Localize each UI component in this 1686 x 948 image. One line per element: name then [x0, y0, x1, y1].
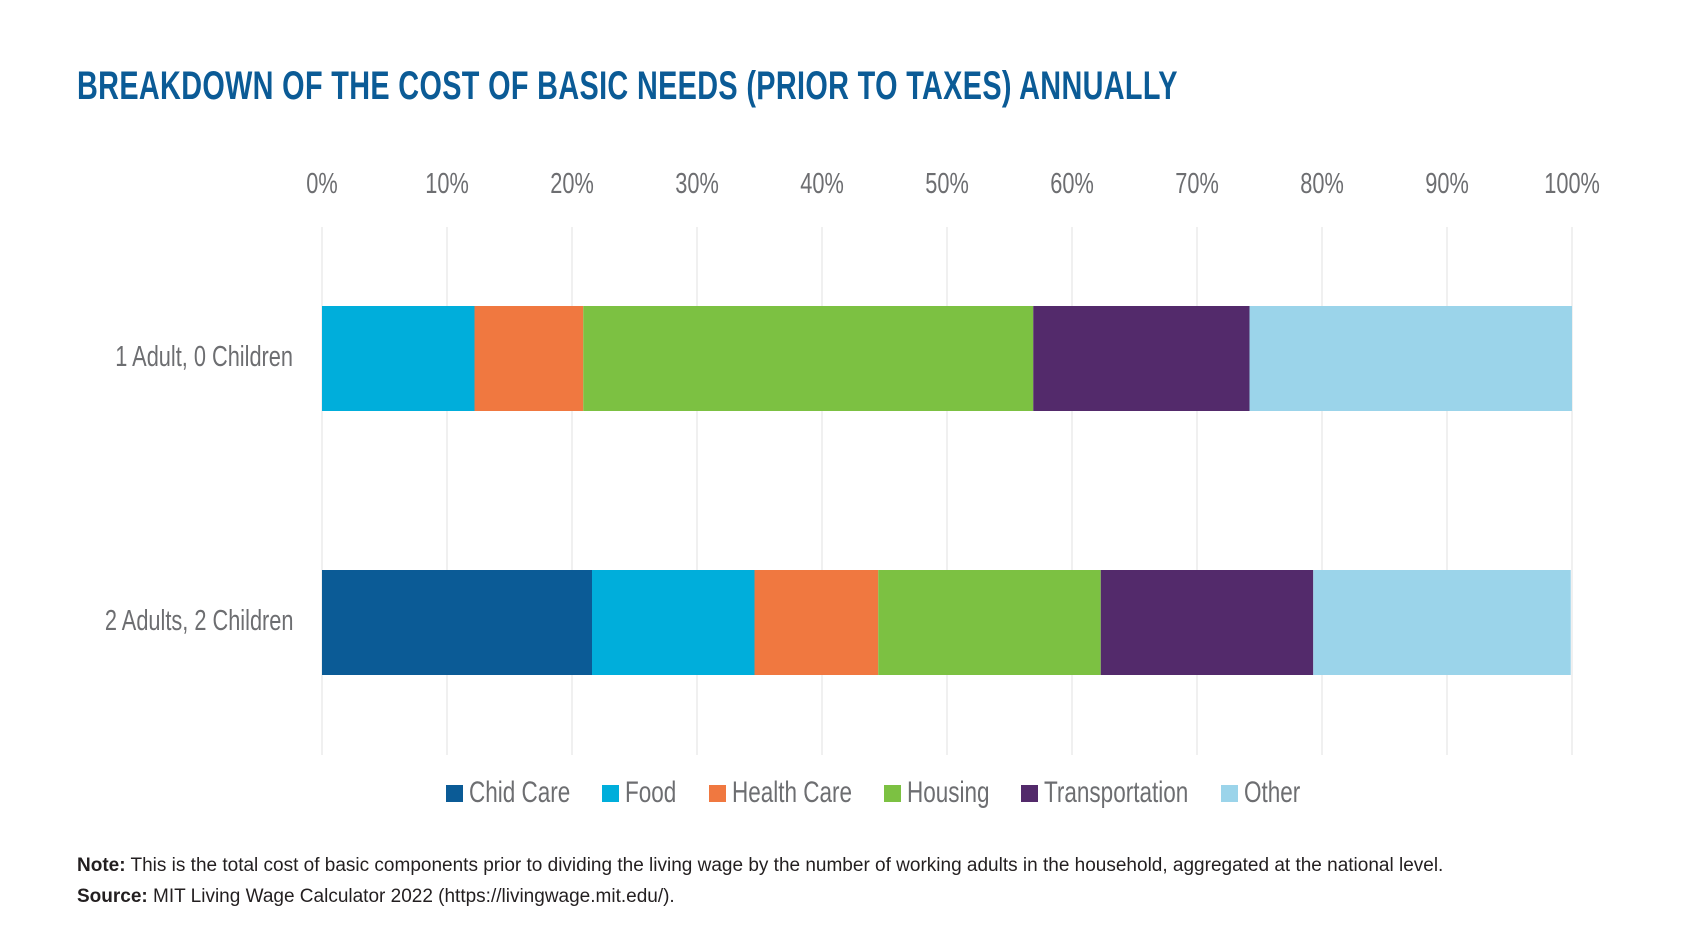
legend-item: Transportation — [1021, 776, 1217, 810]
legend-swatch — [883, 784, 901, 802]
x-tick-label: 40% — [762, 168, 882, 201]
note: Note: This is the total cost of basic co… — [77, 855, 1443, 877]
legend-item: Chid Care — [445, 776, 598, 810]
x-tick-text: 80% — [1300, 168, 1344, 200]
legend-item: Food — [602, 776, 705, 810]
legend-item: Health Care — [708, 776, 880, 810]
x-tick-label: 30% — [637, 168, 757, 201]
x-tick-text: 100% — [1544, 168, 1600, 200]
x-tick-text: 50% — [925, 168, 969, 200]
bar-segment-housing — [878, 570, 1101, 675]
note-text: This is the total cost of basic componen… — [125, 855, 1444, 876]
legend-label: Chid Care — [468, 776, 570, 809]
x-tick-text: 40% — [800, 168, 844, 200]
x-tick-label: 50% — [887, 168, 1007, 201]
x-tick-text: 90% — [1425, 168, 1469, 200]
category-text: 1 Adult, 0 Children — [115, 340, 293, 373]
note-label: Note: — [77, 855, 126, 876]
bar-segment-health-care — [754, 570, 879, 675]
bar-segment-transportation — [1033, 306, 1250, 411]
legend-label: Transportation — [1044, 776, 1189, 809]
x-tick-text: 10% — [425, 168, 469, 200]
x-tick-label: 80% — [1262, 168, 1382, 201]
x-tick-text: 30% — [675, 168, 719, 200]
source-label: Source: — [77, 886, 148, 907]
bar-segment-chid-care — [322, 570, 592, 675]
x-tick-label: 20% — [512, 168, 632, 201]
legend-label: Other — [1244, 776, 1301, 809]
legend: Chid Care Food Health Care Housing Transport… — [0, 776, 1686, 810]
legend-swatch — [1021, 784, 1039, 802]
bar-segment-other — [1249, 306, 1572, 411]
x-tick-label: 100% — [1512, 168, 1632, 201]
x-tick-label: 70% — [1137, 168, 1257, 201]
legend-label: Food — [625, 776, 677, 809]
legend-swatch — [708, 784, 726, 802]
x-tick-label: 10% — [387, 168, 507, 201]
legend-item: Housing — [883, 776, 1018, 810]
bar-segment-health-care — [474, 306, 584, 411]
bar-segment-housing — [583, 306, 1034, 411]
x-tick-text: 20% — [550, 168, 594, 200]
legend-item: Other — [1221, 776, 1328, 810]
bar-segment-food — [592, 570, 755, 675]
category-text: 2 Adults, 2 Children — [104, 604, 293, 637]
bar-segment-food — [322, 306, 475, 411]
legend-label: Housing — [906, 776, 990, 809]
legend-swatch — [602, 784, 620, 802]
category-label: 2 Adults, 2 Children — [42, 605, 293, 638]
legend-label: Health Care — [731, 776, 852, 809]
bar-segment-transportation — [1100, 570, 1314, 675]
x-tick-text: 70% — [1175, 168, 1219, 200]
x-tick-label: 60% — [1012, 168, 1132, 201]
source: Source: MIT Living Wage Calculator 2022 … — [77, 886, 675, 908]
legend-swatch — [1221, 784, 1239, 802]
x-tick-label: 0% — [262, 168, 382, 201]
x-tick-text: 0% — [306, 168, 338, 200]
source-text: MIT Living Wage Calculator 2022 (https:/… — [147, 886, 675, 907]
x-tick-label: 90% — [1387, 168, 1507, 201]
category-label: 1 Adult, 0 Children — [56, 341, 293, 374]
x-tick-text: 60% — [1050, 168, 1094, 200]
legend-swatch — [445, 784, 463, 802]
chart-title: BREAKDOWN OF THE COST OF BASIC NEEDS (PR… — [77, 64, 1178, 108]
bar-segment-other — [1313, 570, 1571, 675]
